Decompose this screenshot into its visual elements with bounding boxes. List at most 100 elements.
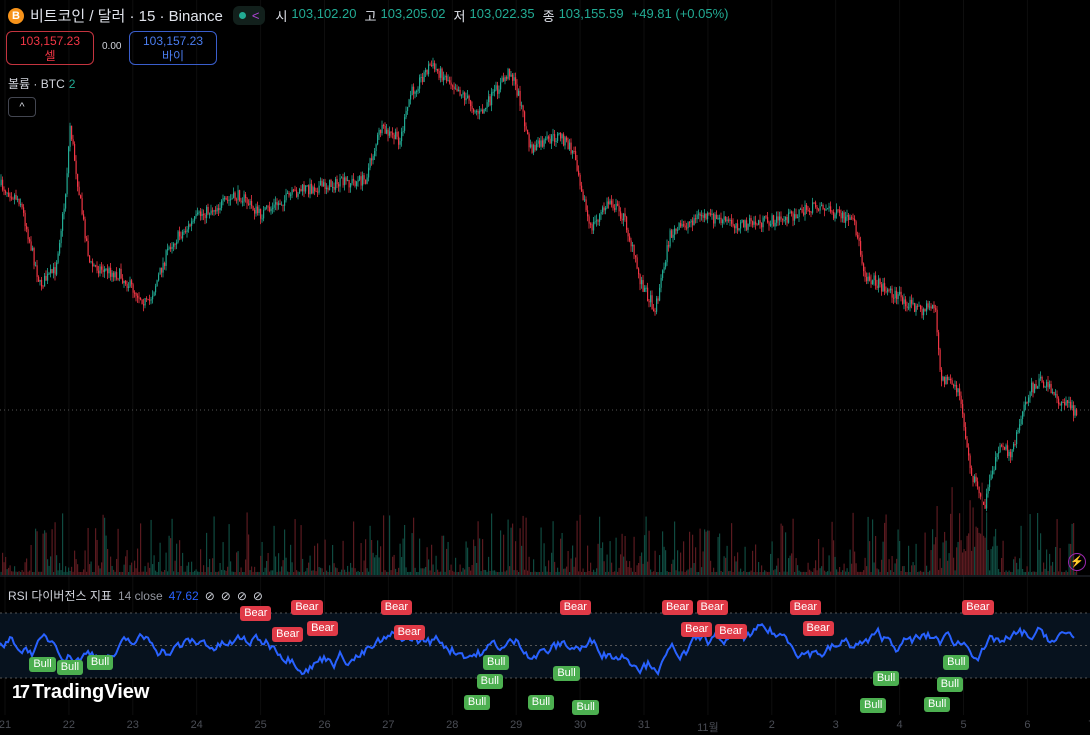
volume-bar	[221, 569, 223, 575]
candle-body	[764, 216, 766, 218]
volume-bar	[536, 571, 538, 575]
volume-bar	[459, 564, 461, 575]
market-status[interactable]: <	[232, 6, 266, 25]
candle-body	[143, 304, 145, 306]
candle-body	[413, 86, 415, 94]
candle-body	[147, 299, 149, 301]
volume-bar	[380, 546, 382, 575]
candle-body	[687, 222, 689, 229]
volume-bar	[740, 568, 742, 575]
rsi-legend[interactable]: RSI 다이버전스 지표 14 close 47.62 ⊘ ⊘ ⊘ ⊘	[8, 587, 263, 604]
volume-bar	[1005, 570, 1007, 575]
sell-button[interactable]: 103,157.23 셀	[6, 31, 94, 65]
candle-body	[279, 203, 281, 205]
volume-bar	[659, 555, 661, 575]
candle-body	[950, 378, 952, 381]
volume-bar	[911, 565, 913, 575]
candle-body	[635, 255, 637, 258]
volume-bar	[305, 571, 307, 575]
candle-body	[179, 231, 181, 237]
volume-bar	[168, 535, 170, 575]
volume-bar	[978, 532, 980, 575]
candle-body	[500, 82, 502, 90]
volume-bar	[360, 543, 362, 575]
candle-body	[654, 311, 656, 313]
candle-body	[339, 178, 341, 187]
candle-body	[602, 207, 604, 212]
volume-bar	[707, 530, 709, 575]
volume-bar	[545, 566, 547, 575]
candle-body	[231, 197, 233, 200]
volume-bar	[873, 562, 875, 575]
candle-body	[977, 481, 979, 487]
candle-body	[483, 108, 485, 114]
volume-bar	[611, 562, 613, 575]
volume-bar	[98, 565, 100, 575]
volume-bar	[447, 541, 449, 575]
volume-bar	[882, 541, 884, 575]
volume-bar	[806, 571, 808, 575]
candle-body	[93, 265, 95, 267]
candle-body	[438, 70, 440, 78]
volume-bar	[843, 563, 845, 575]
candle-body	[284, 200, 286, 206]
candle-body	[756, 224, 758, 226]
candle-body	[194, 216, 196, 221]
volume-bar	[720, 570, 722, 575]
candle-body	[1002, 446, 1004, 448]
candle-body	[1022, 411, 1024, 419]
candle-body	[537, 140, 539, 144]
candle-body	[618, 205, 620, 212]
candle-body	[1013, 444, 1015, 450]
collapse-legend-button[interactable]: ^	[8, 97, 36, 117]
candle-body	[141, 299, 143, 305]
candle-body	[260, 208, 262, 219]
volume-bar	[93, 572, 95, 575]
candle-body	[68, 146, 70, 174]
volume-bar	[719, 533, 721, 575]
candle-body	[84, 219, 86, 239]
tradingview-watermark[interactable]: 17 TradingView	[12, 681, 149, 704]
volume-bar	[1004, 571, 1006, 575]
volume-bar	[792, 518, 794, 575]
volume-bar	[918, 571, 920, 575]
volume-bar	[155, 570, 157, 575]
candle-body	[401, 131, 403, 142]
volume-bar	[774, 569, 776, 575]
candle-body	[131, 280, 133, 285]
volume-bar	[674, 521, 676, 575]
volume-bar	[108, 571, 110, 575]
volume-bar	[141, 571, 143, 575]
candle-body	[896, 290, 898, 300]
candle-body	[768, 222, 770, 226]
candle-body	[692, 220, 694, 226]
candle-body	[653, 309, 655, 312]
volume-bar	[635, 572, 637, 575]
volume-bar	[519, 528, 521, 575]
buy-button[interactable]: 103,157.23 바이	[129, 31, 217, 65]
candle-body	[743, 220, 745, 228]
candle-body	[593, 222, 595, 231]
flash-icon[interactable]: ⚡	[1068, 553, 1086, 571]
volume-bar	[140, 523, 142, 575]
volume-bar	[903, 566, 905, 575]
symbol-title[interactable]: 비트코인 / 달러 · 15 · Binance	[30, 8, 223, 25]
volume-bar	[617, 571, 619, 575]
candle-body	[215, 210, 217, 212]
candle-body	[734, 225, 736, 229]
volume-legend[interactable]: 볼륨 · BTC 2	[8, 75, 75, 92]
volume-bar	[756, 571, 758, 575]
candle-body	[482, 109, 484, 114]
volume-bar	[138, 571, 140, 575]
volume-bar	[992, 546, 994, 575]
candle-body	[806, 204, 808, 210]
bear-divergence-label: Bear	[681, 622, 713, 638]
volume-bar	[530, 571, 532, 575]
candle-body	[513, 77, 515, 81]
volume-bar	[630, 567, 632, 575]
candle-body	[740, 222, 742, 229]
candle-body	[696, 214, 698, 220]
volume-bar	[585, 571, 587, 575]
candle-body	[239, 190, 241, 201]
